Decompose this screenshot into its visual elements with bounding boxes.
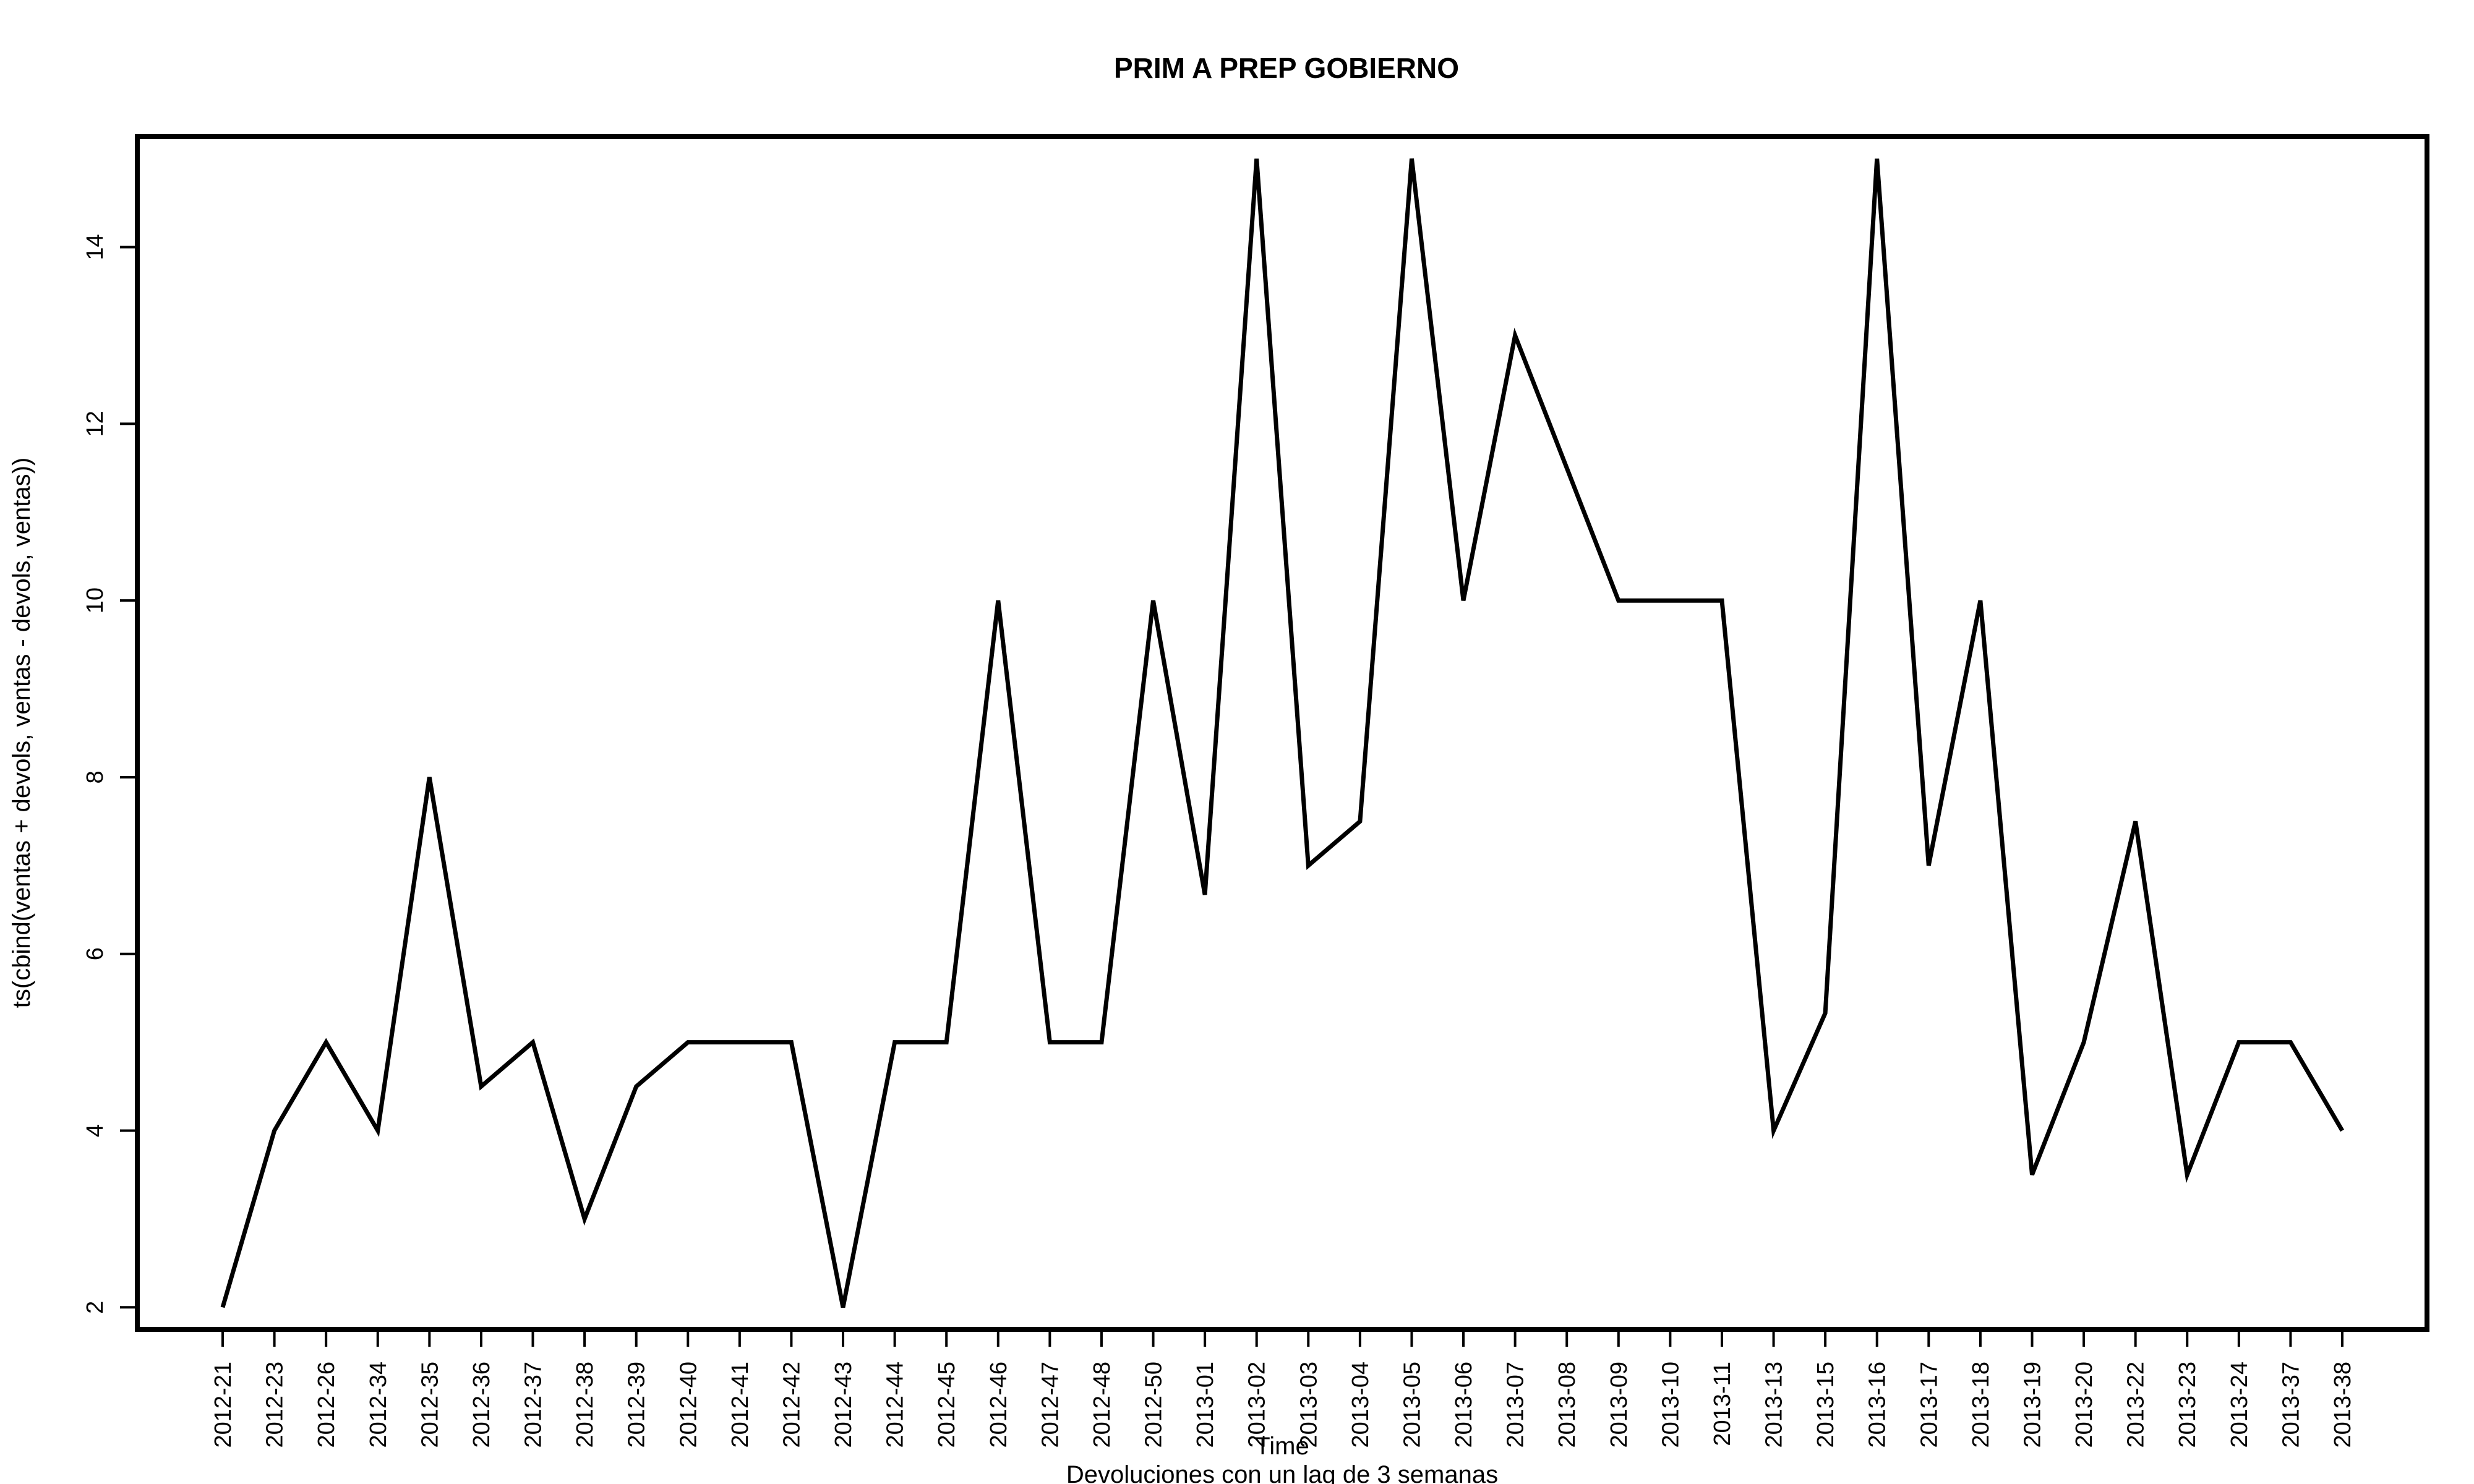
chart-title: PRIM A PREP GOBIERNO — [1114, 52, 1459, 84]
x-tick-label: 2013-05 — [1399, 1362, 1425, 1448]
y-tick-label: 12 — [82, 411, 108, 437]
x-tick-label: 2012-43 — [831, 1362, 857, 1448]
y-tick-label: 8 — [82, 770, 108, 783]
x-tick-label: 2013-13 — [1761, 1362, 1787, 1448]
x-tick-label: 2012-38 — [572, 1362, 598, 1448]
x-tick-label: 2012-48 — [1089, 1362, 1115, 1448]
x-tick-label: 2013-38 — [2330, 1362, 2356, 1448]
x-tick-label: 2012-45 — [934, 1362, 960, 1448]
x-tick-label: 2013-15 — [1813, 1362, 1839, 1448]
x-tick-label: 2012-23 — [262, 1362, 288, 1448]
x-tick-label: 2012-36 — [469, 1362, 495, 1448]
x-tick-label: 2013-22 — [2123, 1362, 2149, 1448]
series-line — [220, 158, 2345, 1308]
x-tick-label: 2013-06 — [1451, 1362, 1477, 1448]
x-tick-label: 2012-34 — [366, 1362, 392, 1448]
x-tick-label: 2013-04 — [1348, 1362, 1374, 1448]
y-tick-label: 14 — [82, 234, 108, 260]
x-tick-label: 2013-24 — [2227, 1362, 2253, 1448]
x-tick-label: 2013-11 — [1710, 1362, 1736, 1446]
x-tick-label: 2013-17 — [1916, 1362, 1942, 1448]
x-tick-label: 2012-21 — [210, 1362, 236, 1448]
y-axis: 2 4 6 8 10 12 14 — [82, 234, 137, 1314]
x-tick-label: 2013-09 — [1606, 1362, 1632, 1448]
x-tick-label: 2012-50 — [1141, 1362, 1167, 1448]
x-tick-label: 2012-26 — [314, 1362, 340, 1448]
x-tick-label: 2012-42 — [779, 1362, 805, 1448]
y-axis-label: ts(cbind(ventas + devols, ventas - devol… — [8, 458, 35, 1008]
x-tick-label: 2013-08 — [1554, 1362, 1580, 1448]
x-tick-label: 2013-07 — [1503, 1362, 1529, 1448]
x-tick-label: 2013-19 — [2019, 1362, 2045, 1448]
x-tick-label: 2012-41 — [727, 1362, 753, 1448]
x-tick-label: 2012-37 — [521, 1362, 547, 1448]
x-tick-label: 2012-39 — [624, 1362, 650, 1448]
x-tick-label: 2013-18 — [1968, 1362, 1994, 1448]
x-tick-label: 2013-37 — [2278, 1362, 2304, 1448]
x-tick-label: 2012-35 — [417, 1362, 443, 1448]
y-tick-label: 2 — [82, 1301, 108, 1314]
y-tick-label: 4 — [82, 1124, 108, 1137]
y-tick-label: 10 — [82, 587, 108, 613]
x-axis-label: Time — [1255, 1433, 1309, 1460]
x-tick-label: 2013-01 — [1192, 1362, 1218, 1448]
x-tick-label: 2013-20 — [2071, 1362, 2097, 1448]
x-tick-label: 2012-44 — [883, 1362, 909, 1448]
x-tick-label: 2013-23 — [2175, 1362, 2201, 1448]
x-axis: 2012-21 2012-23 2012-26 2012-34 2012-35 2012-… — [210, 1329, 2356, 1448]
y-tick-label: 6 — [82, 947, 108, 960]
x-tick-label: 2013-02 — [1244, 1362, 1270, 1448]
x-tick-label: 2013-16 — [1865, 1362, 1891, 1448]
x-tick-label: 2013-03 — [1296, 1362, 1322, 1448]
chart-subtitle: Devoluciones con un lag de 3 semanas — [1066, 1461, 1498, 1484]
x-tick-label: 2012-47 — [1037, 1362, 1063, 1448]
x-tick-label: 2012-46 — [986, 1362, 1012, 1448]
x-tick-label: 2012-40 — [675, 1362, 701, 1448]
x-tick-label: 2013-10 — [1658, 1362, 1684, 1448]
plot-frame — [135, 134, 2429, 1332]
